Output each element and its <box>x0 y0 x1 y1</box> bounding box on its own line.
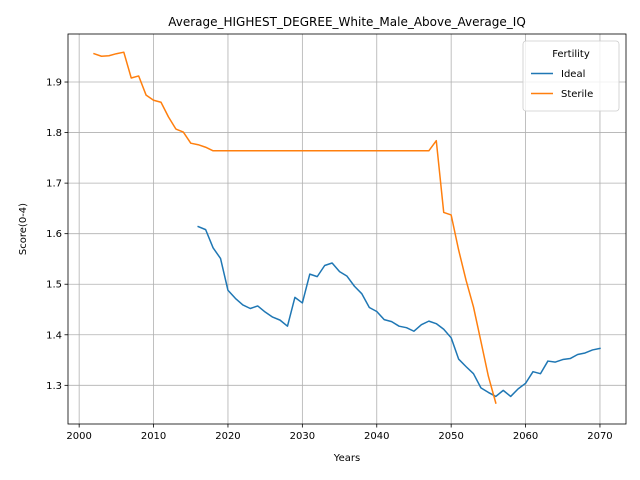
y-tick-label: 1.5 <box>46 280 62 291</box>
x-tick-label: 2070 <box>587 431 612 442</box>
x-tick-label: 2010 <box>141 431 166 442</box>
x-axis-label: Years <box>333 453 360 464</box>
x-tick-label: 2060 <box>513 431 538 442</box>
y-tick-label: 1.4 <box>46 330 62 341</box>
y-tick-label: 1.6 <box>46 229 62 240</box>
y-axis-label: Score(0-4) <box>18 203 29 255</box>
plot-frame <box>67 33 627 425</box>
legend: Fertility Ideal Sterile <box>522 40 620 112</box>
y-tick-label: 1.9 <box>46 78 62 89</box>
y-axis-ticks: 1.3 1.4 1.5 1.6 1.7 1.8 1.9 <box>46 78 68 392</box>
grid-lines <box>68 34 626 424</box>
legend-label-sterile: Sterile <box>561 89 593 100</box>
y-tick-label: 1.3 <box>46 381 62 392</box>
legend-items: Ideal Sterile <box>531 69 593 100</box>
y-tick-label: 1.8 <box>46 128 62 139</box>
series-layer <box>93 51 601 404</box>
x-tick-label: 2040 <box>364 431 389 442</box>
y-tick-label: 1.7 <box>46 179 62 190</box>
chart-title: Average_HIGHEST_DEGREE_White_Male_Above_… <box>168 15 526 29</box>
legend-title: Fertility <box>552 49 590 60</box>
legend-label-ideal: Ideal <box>561 69 585 80</box>
x-tick-label: 2050 <box>438 431 463 442</box>
x-axis-ticks: 2000 2010 2020 2030 2040 2050 2060 2070 <box>66 424 613 442</box>
series-line-sterile <box>93 51 497 404</box>
x-tick-label: 2020 <box>215 431 240 442</box>
x-tick-label: 2000 <box>66 431 91 442</box>
series-line-ideal <box>197 225 601 398</box>
x-tick-label: 2030 <box>290 431 315 442</box>
